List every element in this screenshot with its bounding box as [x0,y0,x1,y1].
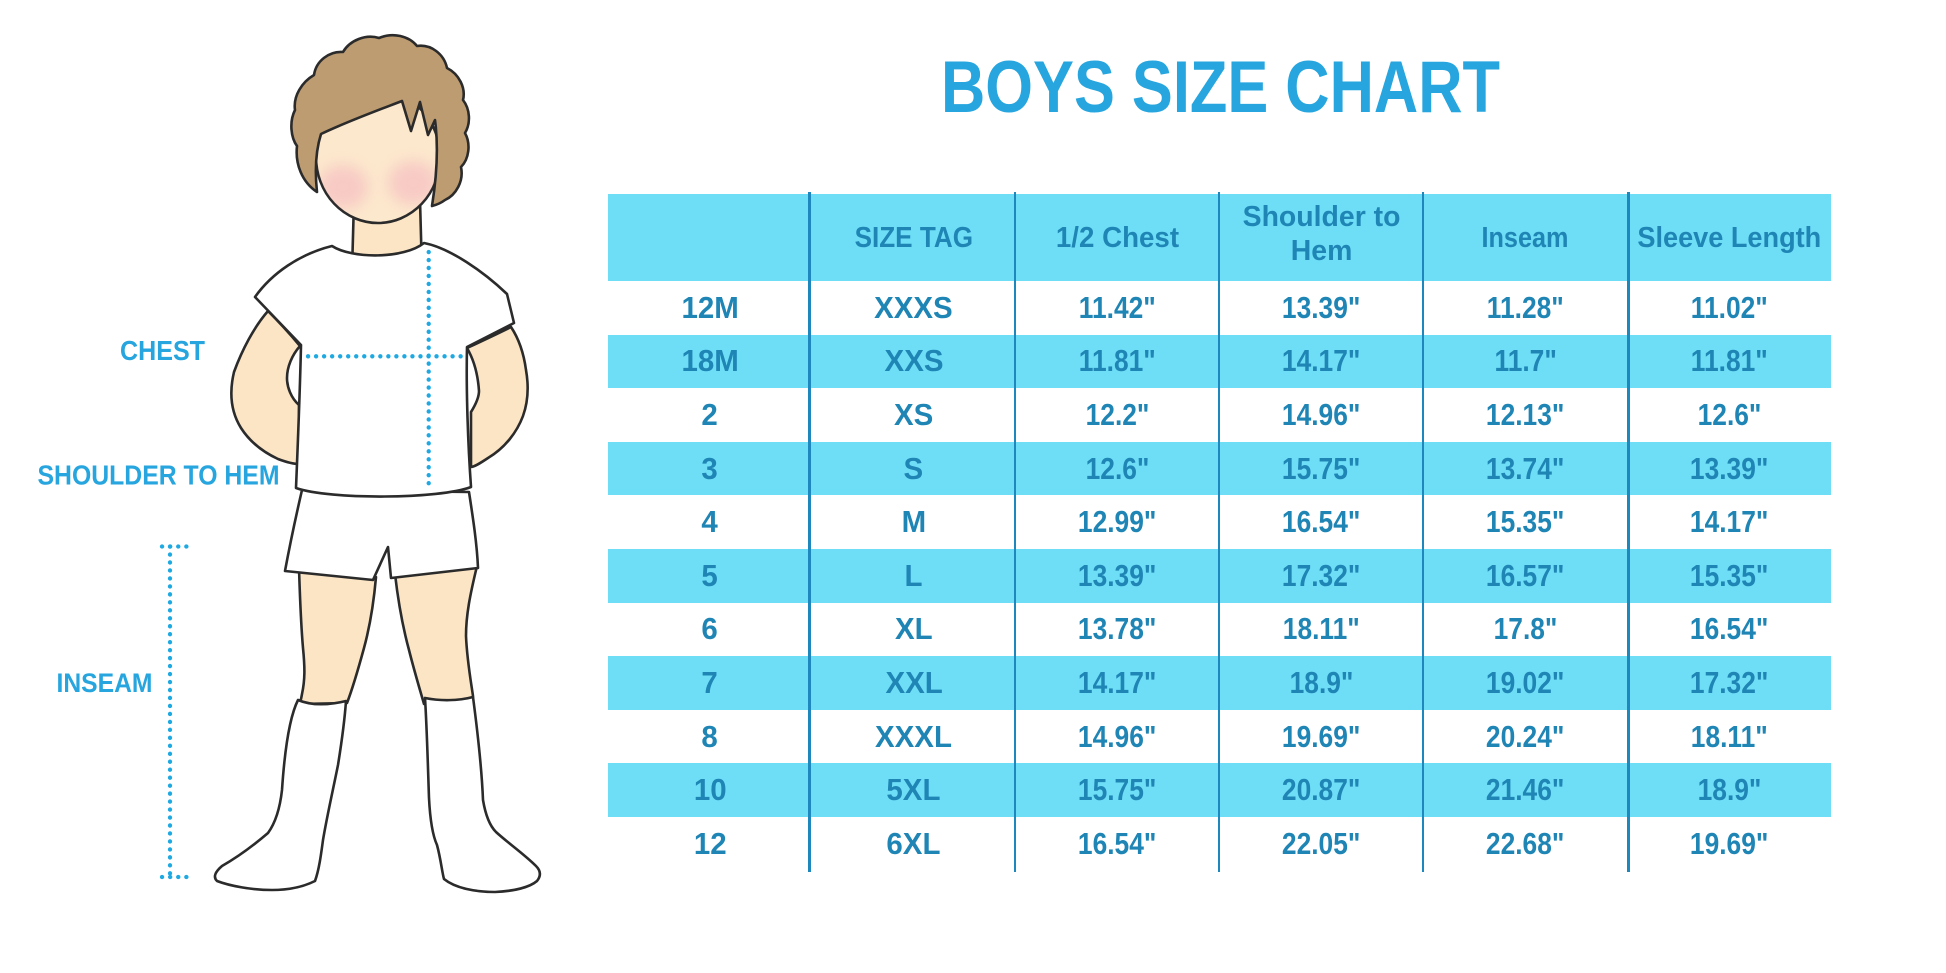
svg-text:CHEST: CHEST [120,335,205,366]
svg-text:INSEAM: INSEAM [57,668,153,698]
svg-text:SHOULDER TO HEM: SHOULDER TO HEM [38,460,280,491]
svg-text:BOYS SIZE CHART: BOYS SIZE CHART [941,47,1500,128]
